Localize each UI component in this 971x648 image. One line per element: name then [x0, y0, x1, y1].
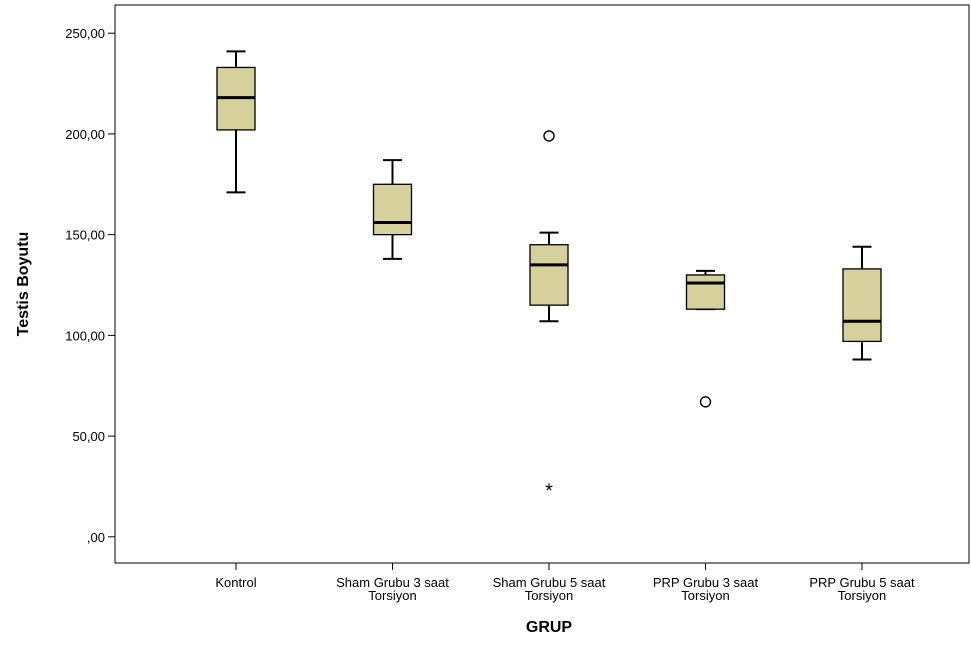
y-tick-label: 200,00: [65, 127, 105, 142]
y-tick-label: 100,00: [65, 328, 105, 343]
box-series: *: [216, 50, 882, 502]
box-group: [216, 50, 256, 194]
x-tick-label: PRP Grubu 5 saat Torsiyon: [809, 575, 915, 603]
x-axis-title: GRUP: [526, 619, 573, 636]
x-tick-label-line: Kontrol: [215, 575, 256, 590]
iqr-box: [529, 244, 569, 306]
outlier-point: [543, 130, 555, 142]
iqr-box: [842, 268, 882, 343]
y-tick-label: 250,00: [65, 26, 105, 41]
y-axis: ,00 50,00 100,00 150,00 200,00 250,00: [65, 26, 115, 545]
x-tick-label-line: Sham Grubu 3 saat: [336, 575, 449, 590]
x-tick-label-line: Torsiyon: [681, 588, 729, 603]
box-group: [842, 245, 882, 361]
box-group: [685, 269, 726, 408]
y-tick-label: 50,00: [72, 429, 105, 444]
box-group: [372, 159, 413, 260]
x-tick-label-line: Torsiyon: [838, 588, 886, 603]
outlier-point: [699, 396, 712, 408]
x-tick-label: Kontrol: [215, 575, 256, 590]
y-tick-label: 150,00: [65, 228, 105, 243]
y-axis-title: Testis Boyutu: [15, 232, 32, 337]
x-tick-label: Sham Grubu 3 saat Torsiyon: [336, 575, 449, 603]
y-tick-label: ,00: [87, 530, 105, 545]
x-tick-label-line: Torsiyon: [368, 588, 416, 603]
x-tick-label-line: PRP Grubu 3 saat: [653, 575, 759, 590]
iqr-box: [372, 183, 413, 236]
x-tick-label: Sham Grubu 5 saat Torsiyon: [493, 575, 606, 603]
box-group: *: [529, 130, 569, 502]
x-tick-label-line: Sham Grubu 5 saat: [493, 575, 606, 590]
iqr-box: [685, 274, 726, 310]
x-tick-label-line: PRP Grubu 5 saat: [809, 575, 915, 590]
x-tick-label-line: Torsiyon: [525, 588, 573, 603]
extreme-point: *: [545, 480, 553, 502]
plot-frame: [114, 4, 970, 564]
x-tick-label: PRP Grubu 3 saat Torsiyon: [653, 575, 759, 603]
